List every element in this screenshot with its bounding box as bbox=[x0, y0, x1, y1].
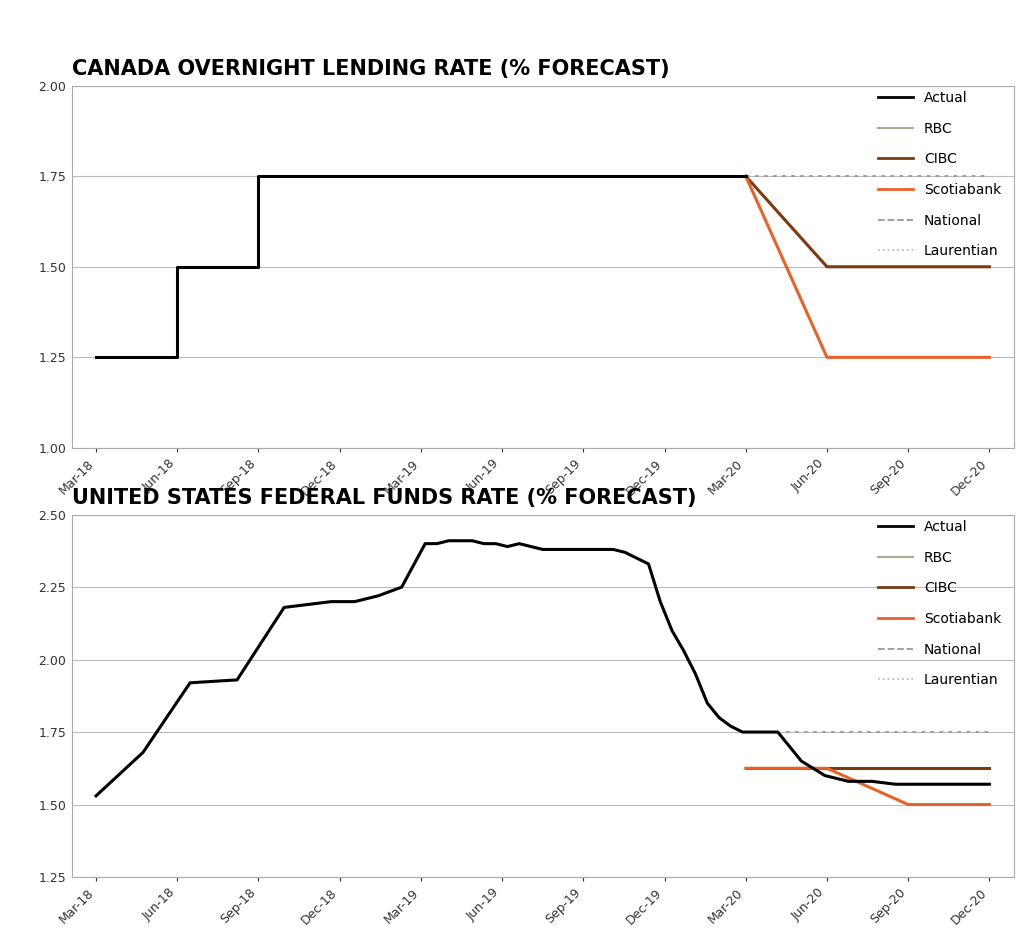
Text: CANADA OVERNIGHT LENDING RATE (% FORECAST): CANADA OVERNIGHT LENDING RATE (% FORECAS… bbox=[72, 58, 670, 79]
Text: UNITED STATES FEDERAL FUNDS RATE (% FORECAST): UNITED STATES FEDERAL FUNDS RATE (% FORE… bbox=[72, 488, 696, 508]
Legend: Actual, RBC, CIBC, Scotiabank, National, Laurentian: Actual, RBC, CIBC, Scotiabank, National,… bbox=[872, 514, 1007, 693]
Legend: Actual, RBC, CIBC, Scotiabank, National, Laurentian: Actual, RBC, CIBC, Scotiabank, National,… bbox=[872, 85, 1007, 264]
